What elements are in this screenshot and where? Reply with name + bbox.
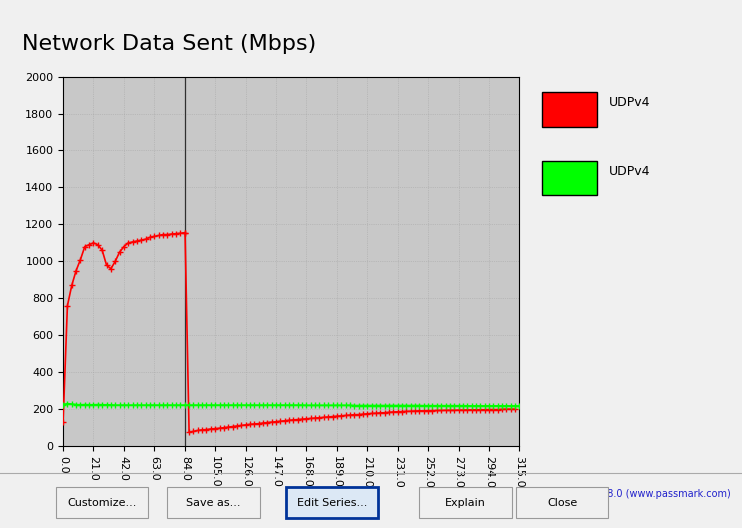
Text: UDPv4: UDPv4: [608, 97, 650, 109]
Text: Customize...: Customize...: [68, 498, 137, 507]
Text: Explain: Explain: [445, 498, 486, 507]
Text: Close: Close: [547, 498, 577, 507]
Text: PerformanceTest 8.0 (www.passmark.com): PerformanceTest 8.0 (www.passmark.com): [523, 489, 731, 499]
Text: Network Data Sent (Mbps): Network Data Sent (Mbps): [22, 34, 317, 54]
Text: Save as...: Save as...: [186, 498, 240, 507]
Text: Edit Series...: Edit Series...: [297, 498, 367, 507]
Text: UDPv4: UDPv4: [608, 165, 650, 178]
